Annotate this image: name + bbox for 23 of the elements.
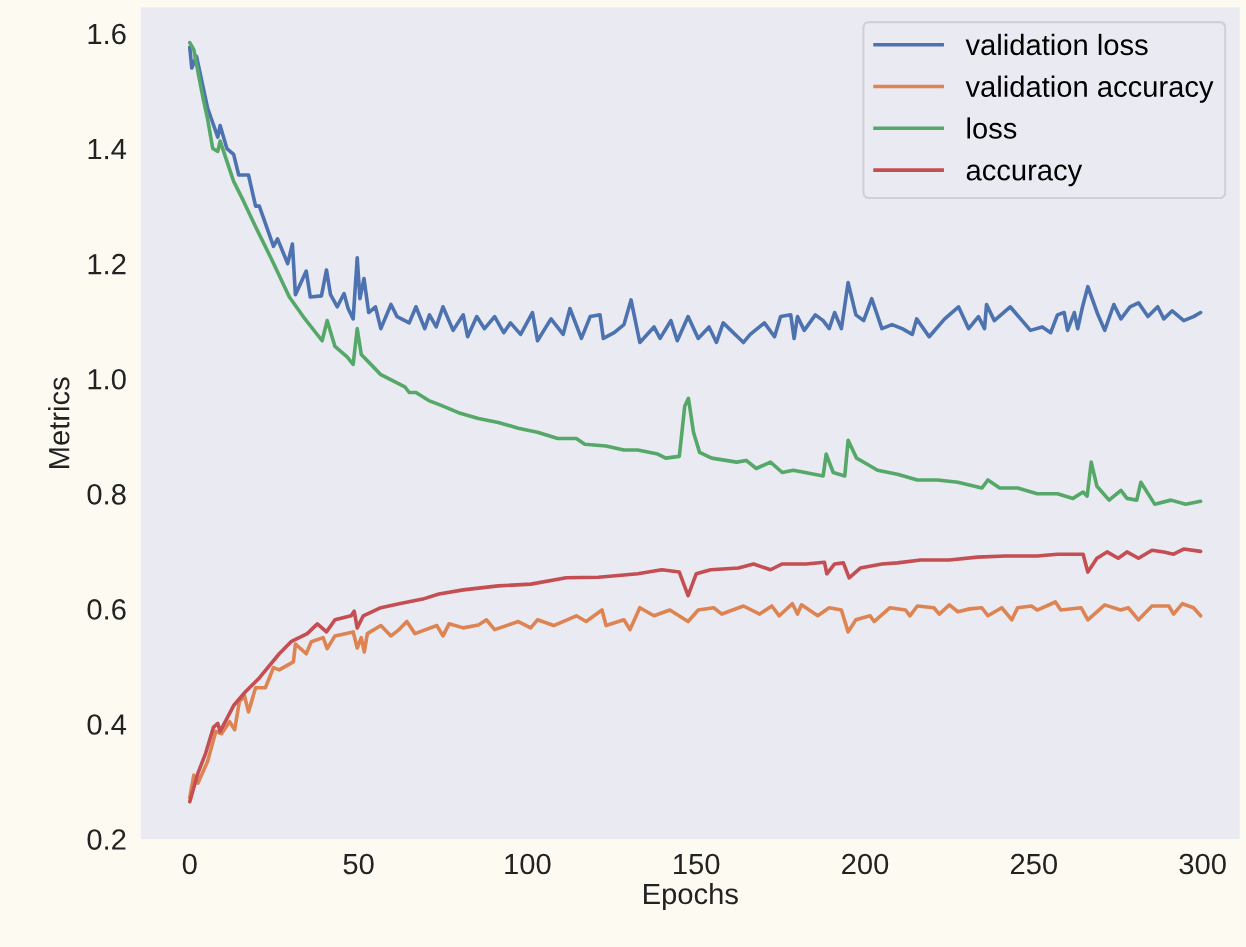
x-axis-title: Epochs: [644, 882, 738, 911]
y-tick-label: 0.2: [87, 829, 126, 850]
y-tick-label: 0.4: [87, 714, 127, 735]
y-tick-label: 0.6: [87, 599, 126, 620]
legend-label: accuracy: [966, 164, 1083, 187]
y-tick-label: 1.4: [88, 139, 127, 160]
legend-label: loss: [967, 117, 1017, 139]
x-tick-label: 50: [343, 853, 374, 875]
x-tick-label: 100: [505, 853, 551, 875]
x-tick-label: 150: [674, 853, 720, 875]
y-axis-title: Metrics: [48, 377, 70, 468]
x-tick-label: 200: [842, 853, 889, 875]
x-tick-label: 0: [182, 853, 197, 875]
line-series: [187, 547, 1203, 804]
y-tick-label: 1.0: [88, 368, 126, 390]
y-tick-label: 1.2: [88, 253, 126, 275]
line-series: [187, 600, 1203, 800]
y-tick-label: 1.6: [88, 23, 126, 45]
x-tick-label: 300: [1179, 853, 1226, 875]
x-tick-label: 250: [1010, 853, 1058, 875]
y-tick-label: 0.8: [87, 484, 126, 505]
legend-label: validation accuracy: [965, 75, 1214, 103]
legend-label: validation loss: [965, 33, 1148, 56]
